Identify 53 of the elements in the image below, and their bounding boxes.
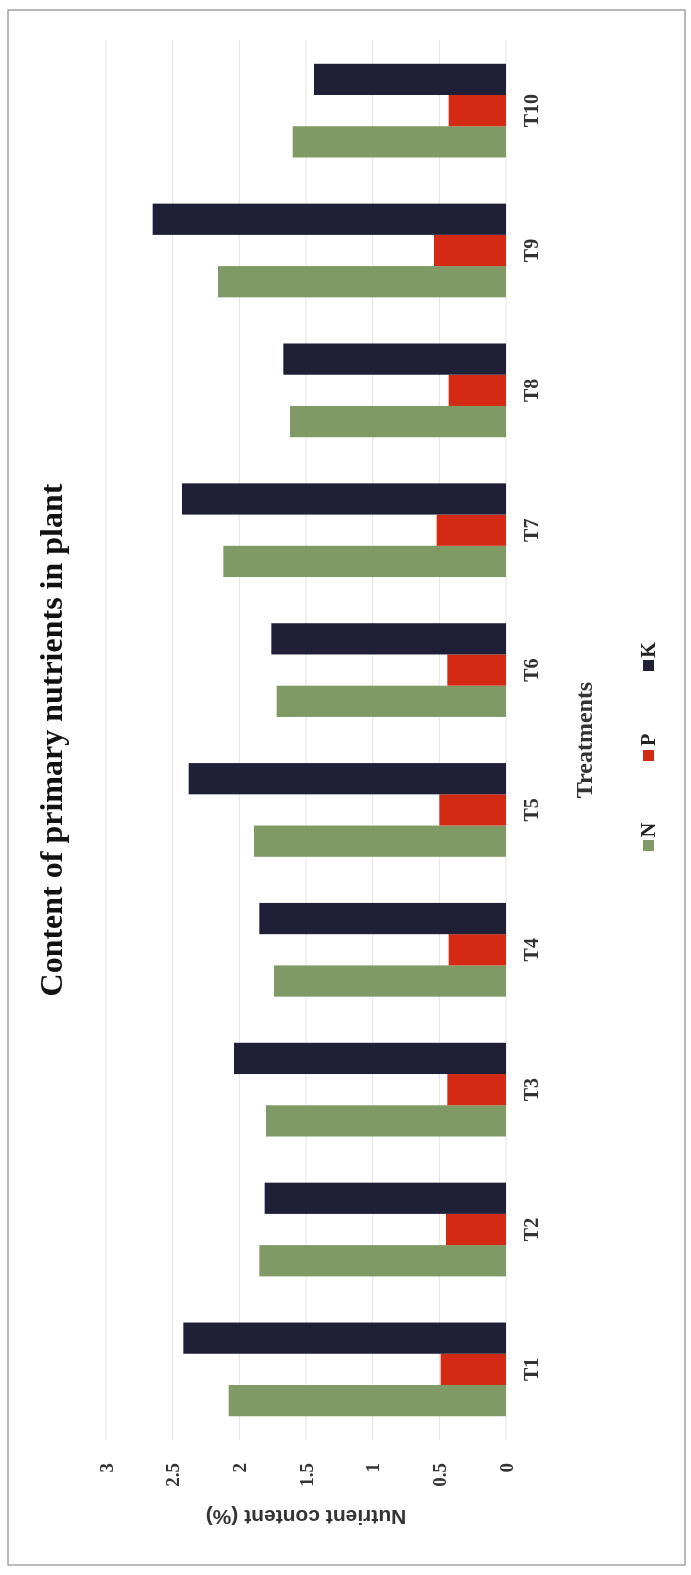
bar: [276, 685, 506, 717]
y-tick-label: T9: [520, 238, 542, 263]
bar: [314, 63, 506, 96]
bar: [274, 965, 506, 997]
bar: [228, 1384, 506, 1417]
bar: [447, 1074, 506, 1106]
bar: [283, 343, 506, 375]
x-tick-label: 2: [228, 1463, 250, 1473]
x-tick-label: 3: [95, 1463, 117, 1473]
bar: [234, 1042, 506, 1075]
y-tick-label: T1: [520, 1357, 542, 1382]
text: Content of primary nutrients in plant: [33, 483, 69, 997]
bar: [447, 654, 506, 686]
text: K: [637, 641, 659, 658]
bar: [259, 902, 506, 935]
bar: [290, 405, 506, 438]
x-tick-label: 0.5: [428, 1463, 450, 1487]
y-tick-label: T4: [520, 938, 542, 962]
bar: [254, 825, 506, 857]
bar: [436, 514, 506, 546]
y-tick-label: T5: [520, 798, 542, 822]
bar: [152, 203, 506, 235]
y-tick-label: T7: [520, 518, 542, 542]
x-axis-title: Nutrient content (%): [205, 1505, 407, 1529]
bar: [439, 794, 506, 826]
bar: [448, 934, 506, 966]
bar: [188, 763, 506, 795]
bar: [446, 1213, 506, 1246]
bar: [259, 1245, 506, 1277]
y-tick-label: T10: [520, 93, 542, 128]
x-tick-label: 1: [362, 1463, 384, 1473]
text: N: [637, 822, 659, 838]
bar: [434, 234, 506, 267]
bar: [440, 1353, 506, 1385]
bar: [271, 623, 506, 655]
y-tick-label: T6: [520, 658, 542, 682]
bar: [448, 95, 506, 127]
bar: [223, 545, 506, 578]
text: P: [637, 733, 659, 747]
y-tick-label: T3: [520, 1077, 542, 1102]
x-tick-label: 2.5: [162, 1463, 184, 1487]
bar: [266, 1105, 506, 1137]
bar: [183, 1322, 506, 1354]
y-axis-title: Treatments: [571, 681, 597, 799]
bar: [218, 266, 506, 298]
x-tick-label: 0: [495, 1463, 517, 1473]
x-tick-label: 1.5: [295, 1463, 317, 1487]
bar: [448, 374, 506, 406]
y-tick-label: T2: [520, 1217, 542, 1242]
bar: [292, 126, 506, 158]
bar: [182, 483, 506, 515]
y-tick-label: T8: [520, 378, 542, 403]
bar: [264, 1182, 506, 1214]
